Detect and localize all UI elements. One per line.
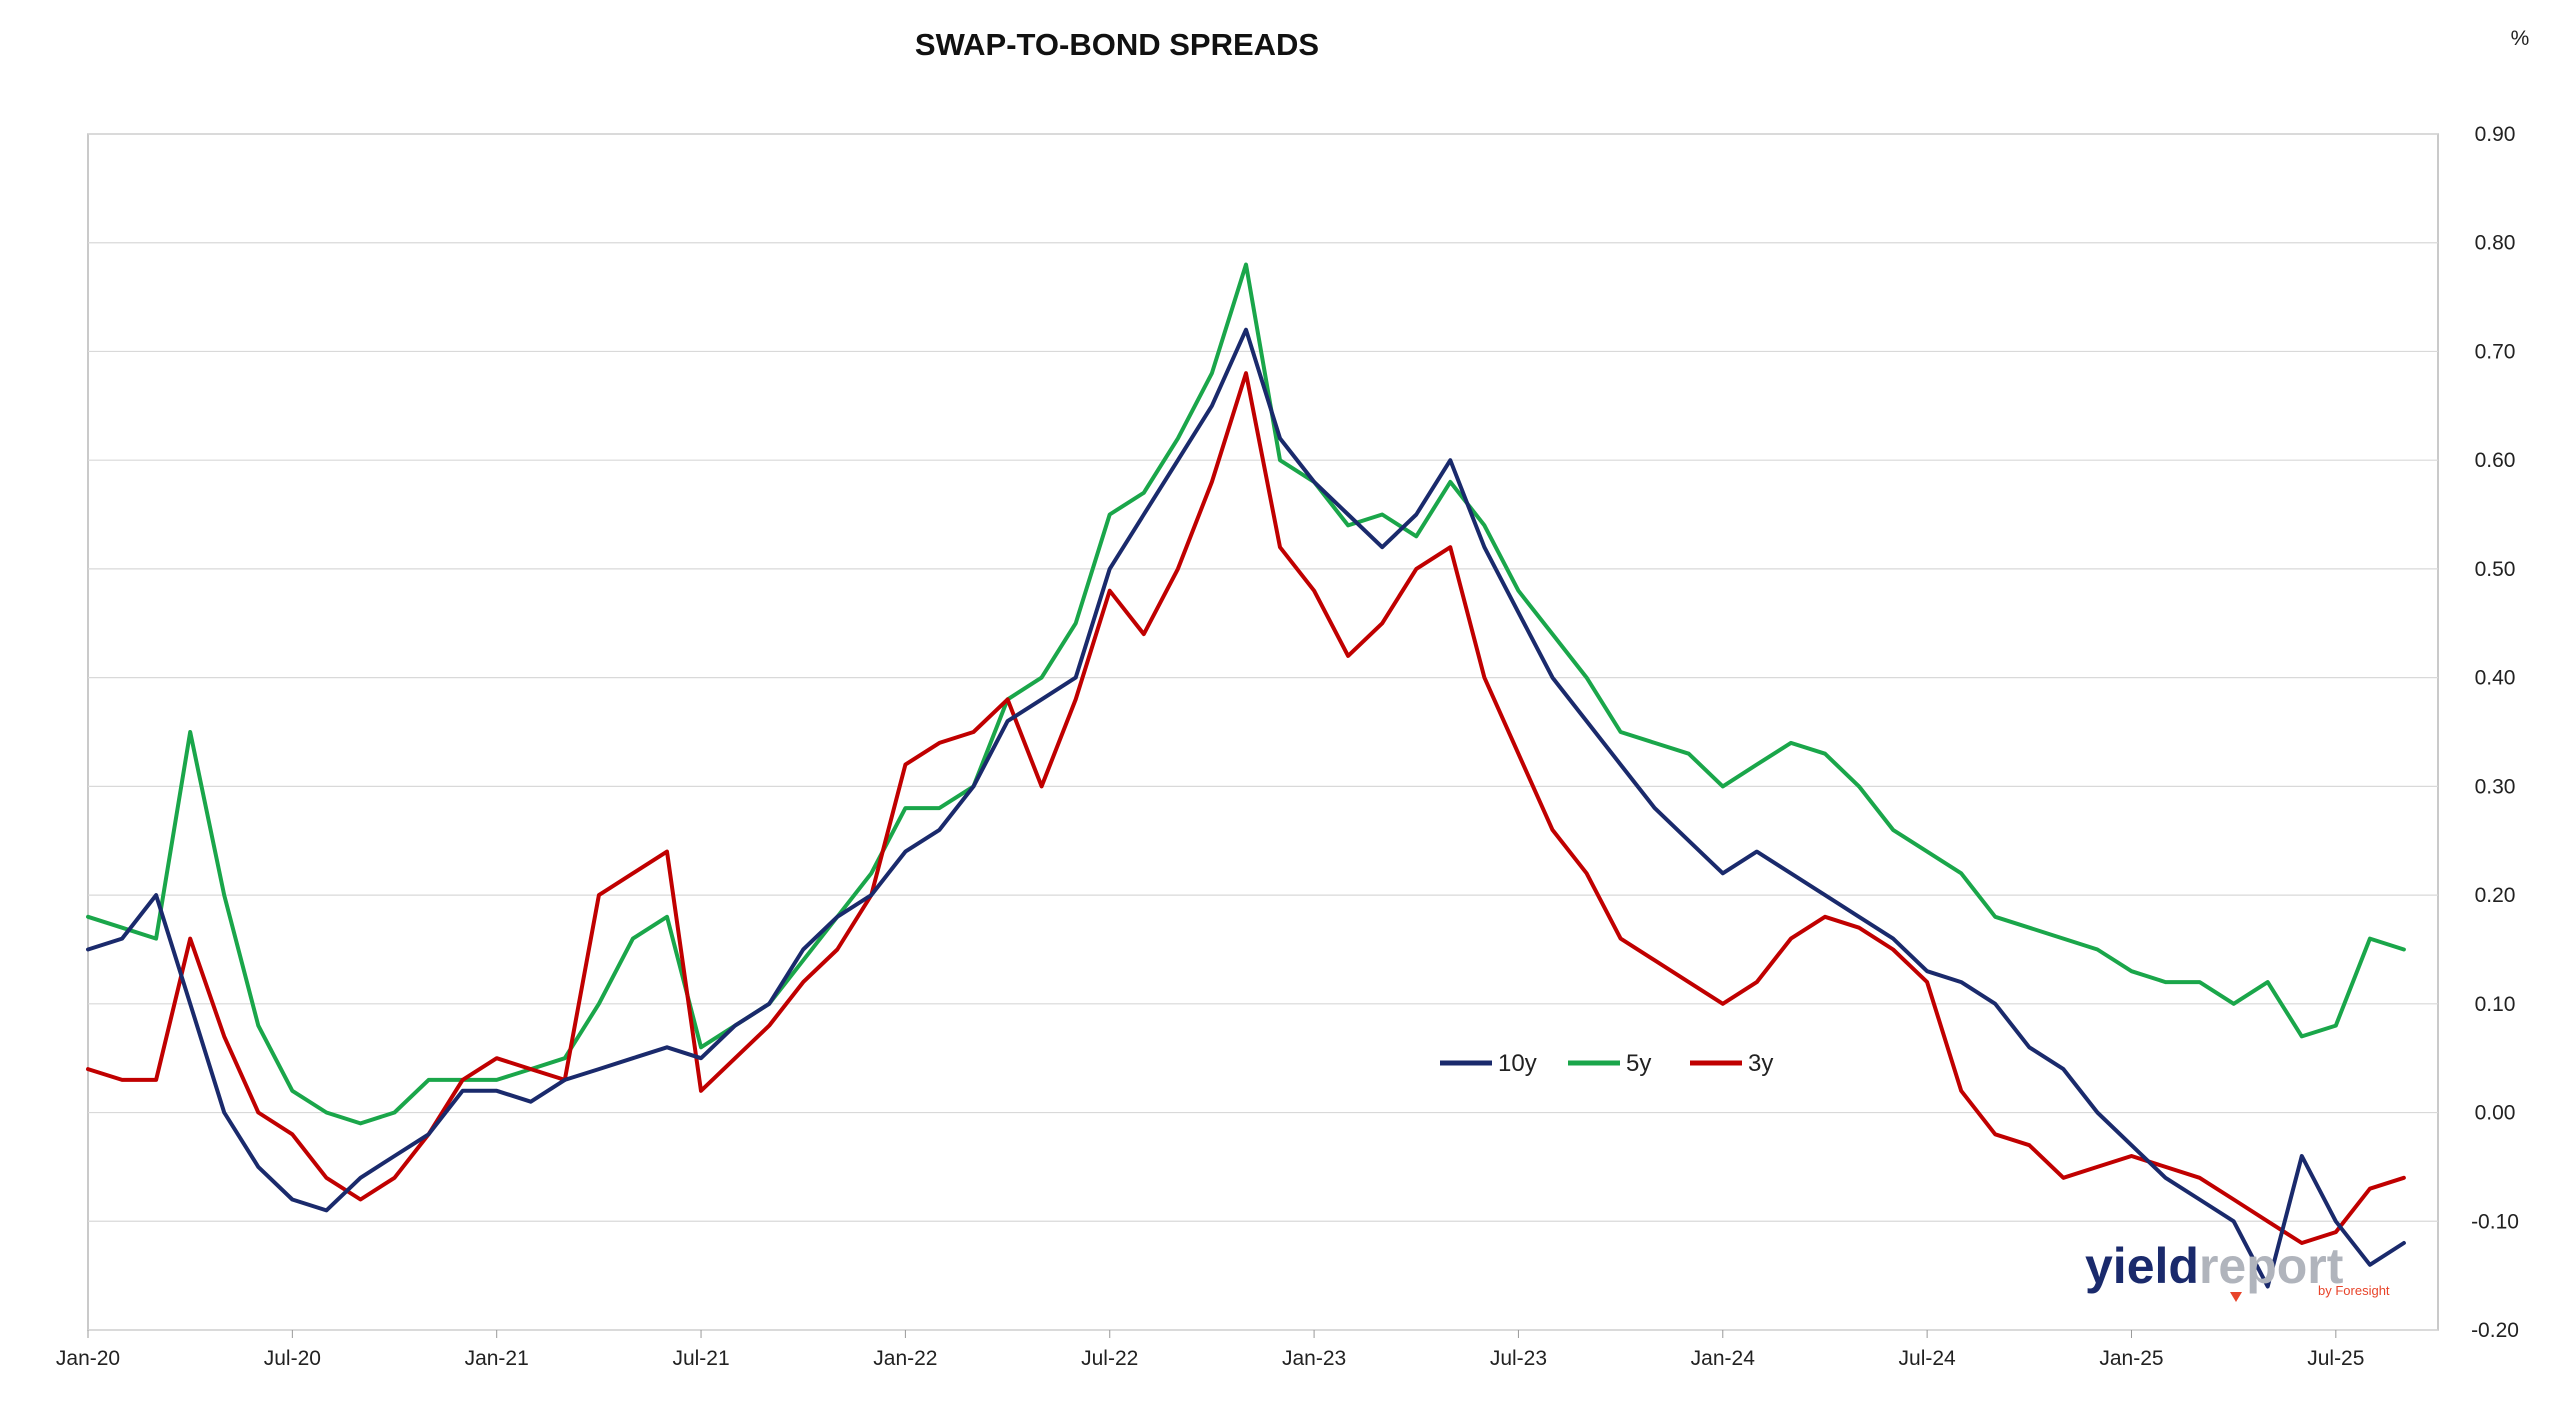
logo-subtext: by Foresight [2318,1283,2390,1298]
x-tick-label: Jan-24 [1691,1347,1756,1370]
x-tick-label: Jan-25 [2099,1347,2163,1370]
plot-area [87,133,2439,1331]
logo-marker-icon [2230,1292,2242,1302]
y-tick-label: 0.40 [2475,667,2516,690]
y-tick-label: 0.30 [2475,775,2516,798]
x-tick-label: Jul-21 [672,1347,729,1370]
y-axis: 0.90 0.80 0.70 0.60 0.50 0.40 0.30 0.20 0.10 0.00… [2471,123,2519,1342]
series-line-10y [86,327,2406,1289]
legend-label-5y: 5y [1626,1050,1651,1077]
y-unit-label: % [2511,27,2530,50]
series-line-3y [86,371,2406,1245]
svg-text:yieldreport: yieldreport [2085,1238,2344,1294]
y-tick-label: 0.60 [2475,449,2516,472]
y-tick-label: -0.20 [2471,1319,2519,1342]
x-tick-label: Jan-21 [465,1347,529,1370]
legend-label-10y: 10y [1498,1050,1537,1077]
x-axis: Jan-20 Jul-20 Jan-21 Jul-21 Jan-22 Jul-22 Jan-… [56,1330,2364,1370]
x-tick-label: Jul-23 [1490,1347,1547,1370]
legend-label-3y: 3y [1748,1050,1773,1077]
logo-text-report: report [2199,1238,2344,1294]
chart-title: SWAP-TO-BOND SPREADS [915,27,1319,62]
y-tick-label: 0.90 [2475,123,2516,146]
yieldreport-logo: yieldreport by Foresight [2085,1238,2390,1302]
series-lines [86,262,2406,1289]
logo-text-yield: yield [2085,1238,2199,1294]
grid-lines [88,133,2438,1331]
series-line-5y [86,262,2406,1126]
y-tick-label: 0.00 [2475,1102,2516,1125]
y-tick-label: 0.50 [2475,558,2516,581]
y-tick-label: 0.20 [2475,884,2516,907]
x-tick-label: Jan-23 [1282,1347,1346,1370]
y-tick-label: 0.80 [2475,232,2516,255]
x-tick-label: Jul-20 [264,1347,321,1370]
x-tick-label: Jul-22 [1081,1347,1138,1370]
x-tick-label: Jan-22 [873,1347,937,1370]
x-tick-label: Jan-20 [56,1347,120,1370]
y-tick-label: 0.70 [2475,340,2516,363]
y-tick-label: -0.10 [2471,1210,2519,1233]
x-tick-label: Jul-24 [1899,1347,1957,1370]
legend: 10y 5y 3y [1440,1050,1773,1077]
y-tick-label: 0.10 [2475,993,2516,1016]
x-tick-label: Jul-25 [2307,1347,2364,1370]
